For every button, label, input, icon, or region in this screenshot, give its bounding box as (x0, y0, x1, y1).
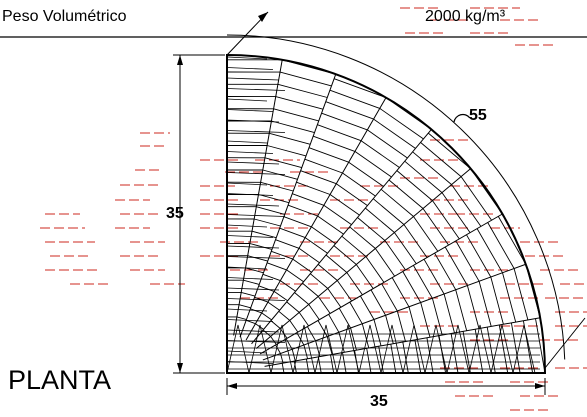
dimension-arc-label: 55 (469, 107, 487, 124)
edge-mesh-line (226, 319, 274, 322)
arrow-left-icon (227, 383, 237, 389)
edge-mesh-line (226, 235, 274, 238)
base-fan-triangle (314, 324, 338, 374)
dimension-lines (173, 11, 586, 395)
edge-mesh-line (226, 277, 274, 280)
radial-spoke (233, 59, 283, 336)
quarter-circle-outline (226, 53, 547, 374)
edge-mesh-line (226, 130, 286, 133)
mesh-ring (226, 96, 509, 374)
base-fan-triangle (358, 324, 382, 374)
edge-mesh-line (226, 88, 286, 91)
edge-mesh-line (226, 245, 280, 249)
edge-mesh-line (226, 172, 286, 175)
base-fan-triangle (380, 324, 404, 374)
mesh-ring (227, 59, 546, 374)
quarter-circle-mesh (226, 53, 547, 374)
mesh-ring (226, 218, 384, 374)
view-title: PLANTA (8, 365, 112, 395)
edge-mesh-line (226, 308, 268, 312)
base-fan-triangle (402, 324, 426, 374)
radial-spoke (255, 168, 471, 349)
edge-mesh-line (226, 161, 280, 165)
base-fan-triangle (248, 324, 272, 374)
dimension-horizontal-label: 35 (370, 393, 388, 410)
arrow-down-icon (177, 363, 183, 373)
edge-mesh-line (226, 266, 268, 270)
radial-spoke (239, 74, 337, 338)
mesh-ring (227, 145, 459, 374)
base-fan-triangle (270, 324, 294, 374)
edge-mesh-line (226, 203, 280, 207)
mesh-ring (226, 71, 534, 374)
weight-value: 2000 kg/m³ (425, 8, 506, 25)
radial-spoke (251, 129, 432, 345)
edge-mesh-line (226, 67, 274, 70)
mesh-ring (227, 206, 397, 374)
edge-mesh-line (226, 214, 286, 217)
base-fan-triangle (446, 324, 470, 374)
dimension-vertical-label: 35 (166, 205, 184, 222)
edge-mesh-line (226, 98, 268, 102)
mesh-ring (226, 181, 422, 374)
edge-mesh-line (226, 140, 268, 144)
base-fan-triangle (226, 324, 250, 374)
radial-spoke (259, 213, 503, 355)
edge-mesh-line (226, 329, 280, 333)
arc-arrow-icon (258, 12, 268, 22)
base-fan-triangle (336, 324, 360, 374)
mesh-ring (226, 108, 496, 374)
edge-mesh-line (226, 256, 286, 259)
base-fan-triangle (424, 324, 448, 374)
arc-dimension-line (226, 34, 566, 360)
arrow-up-icon (177, 55, 183, 65)
arc-leader-bottom (544, 317, 586, 369)
base-fan-triangle (468, 324, 492, 374)
edge-mesh-line (226, 182, 268, 186)
mesh-ring (227, 230, 372, 374)
edge-mesh-line (226, 287, 280, 291)
edge-mesh-line (226, 350, 268, 354)
arrow-right-icon (535, 383, 545, 389)
edge-mesh-line (226, 224, 268, 228)
arc-symbol-icon (453, 113, 471, 123)
edge-mesh-line (226, 298, 286, 301)
edge-mesh-line (226, 119, 280, 123)
radial-spoke (262, 263, 526, 361)
edge-mesh-line (226, 193, 274, 196)
edge-mesh-line (226, 77, 280, 81)
mesh-ring (227, 255, 347, 374)
mesh-ring (226, 157, 447, 374)
mesh-ring (227, 267, 335, 374)
base-fan-triangle (490, 324, 514, 374)
mesh-ring (226, 132, 471, 374)
edge-mesh-line (226, 151, 274, 154)
radial-spoke (245, 97, 387, 341)
base-fan-triangle (292, 324, 316, 374)
edge-mesh-line (226, 109, 274, 112)
weight-label: Peso Volumétrico (2, 8, 127, 25)
edge-mesh-line (226, 56, 268, 60)
base-fan-triangle (512, 324, 536, 374)
